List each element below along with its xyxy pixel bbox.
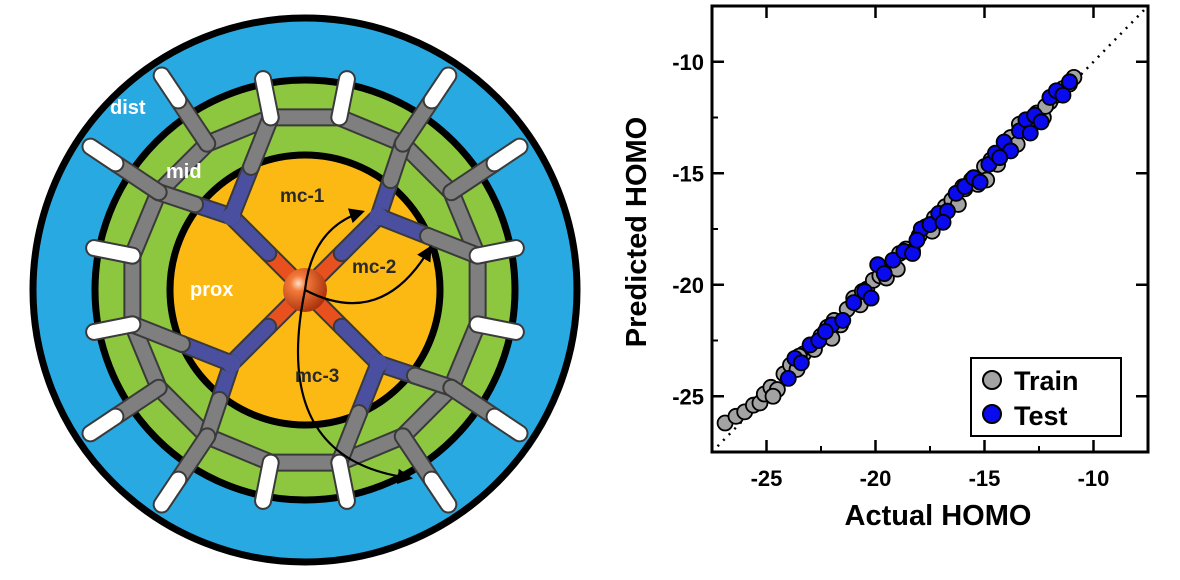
test-point [792, 354, 810, 372]
nitrogen-atom [369, 354, 388, 373]
mc-2-arrow [304, 245, 432, 305]
carbon-carbon-bond [444, 317, 485, 395]
test-point [1032, 113, 1050, 131]
test-point [1054, 86, 1072, 104]
train-point [764, 387, 782, 405]
mc-1-label: mc-1 [280, 186, 325, 207]
carbon-carbon-bond [125, 185, 166, 263]
carbon-hydrogen-bond [256, 72, 278, 125]
carbon-carbon-bond [151, 380, 215, 444]
mc-3-label: mc-3 [295, 366, 339, 387]
nitrogen-atom [222, 207, 241, 226]
x-tick-label: -15 [969, 466, 1001, 491]
molecule-atoms [222, 207, 388, 373]
legend-train-marker [982, 370, 1002, 390]
carbon-carbon-bond [395, 136, 459, 200]
test-point [971, 173, 989, 191]
carbon-hydrogen-bond [83, 409, 123, 441]
carbon-hydrogen-bond [256, 455, 278, 508]
y-tick-label: -20 [672, 273, 704, 298]
carbon-hydrogen-bond [470, 241, 523, 263]
carbon-carbon-bond [332, 110, 410, 151]
test-point [934, 213, 952, 231]
x-tick-label: -20 [860, 466, 892, 491]
test-point [875, 265, 893, 283]
carbon-hydrogen-bond [154, 472, 186, 512]
y-axis-title: Predicted HOMO [621, 117, 653, 347]
carbon-hydrogen-bond [332, 455, 354, 508]
carbon-carbon-bond [395, 380, 459, 444]
test-series [779, 73, 1078, 387]
test-point [816, 323, 834, 340]
carbon-hydrogen-bond [87, 241, 140, 263]
carbon-hydrogen-bond [154, 68, 186, 108]
parity-plot: -25 -20 -15 -10 -25 -20 -15 -10 Actual HOMO Pre… [621, 4, 1150, 532]
plot-frame [710, 4, 1150, 454]
y-tick-label: -15 [672, 161, 704, 186]
x-tick-label: -25 [751, 466, 783, 491]
y-tick-label: -10 [672, 50, 704, 75]
carbon-hydrogen-bond [424, 68, 456, 108]
legend-test-marker [982, 404, 1002, 424]
carbon-carbon-bond [200, 429, 278, 470]
mid-label: mid [166, 161, 202, 183]
test-point [884, 251, 902, 269]
nitrogen-atom [369, 207, 388, 226]
test-point [779, 370, 797, 387]
dist-label: dist [110, 97, 146, 119]
test-point [834, 312, 852, 329]
y-tick-label: -25 [672, 384, 704, 409]
test-point [1021, 124, 1039, 142]
carbon-hydrogen-bond [487, 139, 527, 171]
test-point [845, 294, 863, 311]
legend-test-label: Test [1014, 401, 1068, 431]
carbon-hydrogen-bond [332, 72, 354, 125]
mc-2-label: mc-2 [352, 257, 396, 278]
prox-label: prox [190, 279, 233, 301]
carbon-hydrogen-bond [487, 409, 527, 441]
nitrogen-atom [222, 354, 241, 373]
x-axis-title: Actual HOMO [845, 500, 1032, 532]
molecule-bonds [81, 66, 529, 514]
test-point [991, 149, 1009, 167]
legend: Train Test [970, 357, 1122, 437]
legend-train-label: Train [1014, 366, 1079, 396]
mc-1-arrow [303, 208, 365, 291]
test-point [862, 289, 880, 307]
test-point [1061, 73, 1078, 91]
carbon-hydrogen-bond [87, 317, 140, 339]
mc-3-arrow [296, 289, 414, 485]
carbon-hydrogen-bond [83, 139, 123, 171]
test-point [908, 231, 926, 249]
x-tick-label: -10 [1078, 466, 1110, 491]
carbon-hydrogen-bond [470, 317, 523, 339]
porphyrin-diagram: dist mid prox mc-1 mc-2 mc-3 [29, 14, 581, 566]
carbon-hydrogen-bond [424, 472, 456, 512]
carbon-carbon-bond [151, 136, 215, 200]
